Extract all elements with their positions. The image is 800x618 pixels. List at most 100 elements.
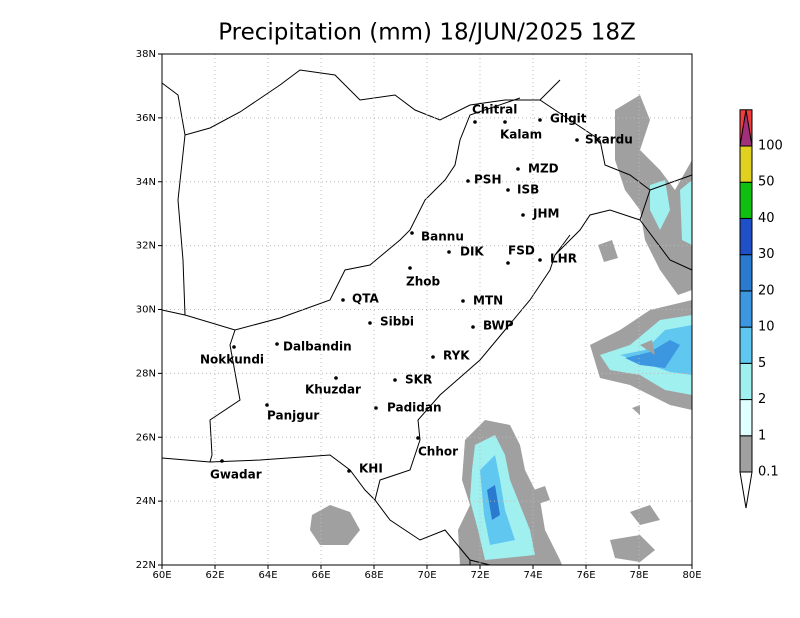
city-label: ISB xyxy=(517,183,539,197)
city-dot xyxy=(466,179,470,183)
colorbar-segment xyxy=(739,145,753,183)
city-dot xyxy=(521,213,525,217)
x-tick-label: 62E xyxy=(205,570,224,581)
x-tick-label: 64E xyxy=(258,570,277,581)
city-dot xyxy=(368,321,372,325)
city-label: LHR xyxy=(550,252,577,266)
x-tick-label: 72E xyxy=(470,570,489,581)
city-dot xyxy=(410,231,414,235)
city-label: Bannu xyxy=(421,230,464,244)
x-tick-label: 76E xyxy=(576,570,595,581)
city-label: Gwadar xyxy=(210,468,262,482)
city-label: Skardu xyxy=(585,133,633,147)
city-dot xyxy=(506,261,510,265)
colorbar-label: 50 xyxy=(758,175,775,190)
city-dot xyxy=(416,436,420,440)
city-label: SKR xyxy=(405,373,432,387)
colorbar-label: 5 xyxy=(758,356,766,371)
city-label: Nokkundi xyxy=(200,353,264,367)
city-dot xyxy=(461,299,465,303)
city-label: Gilgit xyxy=(550,112,587,126)
colorbar-label: 1 xyxy=(758,428,766,443)
city-dot xyxy=(334,376,338,380)
colorbar-segment xyxy=(739,254,753,292)
city-dot xyxy=(447,250,451,254)
city-dot xyxy=(347,469,351,473)
colorbar-label: 30 xyxy=(758,247,775,262)
city-dot xyxy=(232,345,236,349)
colorbar-segment xyxy=(739,290,753,328)
colorbar-label: 10 xyxy=(758,320,775,335)
colorbar-label: 20 xyxy=(758,283,775,298)
city-dot xyxy=(265,403,269,407)
city-label: PSH xyxy=(474,173,501,187)
colorbar-segment xyxy=(739,399,753,437)
x-tick-label: 60E xyxy=(152,570,171,581)
borders xyxy=(161,69,693,566)
city-dot xyxy=(506,188,510,192)
colorbar-arrow xyxy=(739,471,753,509)
colorbar-label: 100 xyxy=(758,139,783,154)
city-label: FSD xyxy=(508,244,535,258)
y-tick-label: 26N xyxy=(136,432,156,443)
city-label: Dalbandin xyxy=(283,340,352,354)
colorbar-label: 0.1 xyxy=(758,465,779,480)
city-dot xyxy=(408,266,412,270)
colorbar-segment xyxy=(739,362,753,401)
y-tick-label: 38N xyxy=(136,49,156,60)
city-label: Khuzdar xyxy=(305,383,361,397)
x-tick-label: 70E xyxy=(417,570,436,581)
city-dot xyxy=(275,342,279,346)
city-label: MTN xyxy=(473,294,503,308)
x-tick-label: 74E xyxy=(523,570,542,581)
y-tick-label: 36N xyxy=(136,113,156,124)
city-dot xyxy=(341,298,345,302)
colorbar-label: 40 xyxy=(758,211,775,226)
city-label: QTA xyxy=(352,292,379,306)
city-dot xyxy=(471,325,475,329)
precipitation xyxy=(310,95,692,565)
map-title: Precipitation (mm) 18/JUN/2025 18Z xyxy=(218,20,636,46)
city-label: Zhob xyxy=(406,275,440,289)
city-label: Sibbi xyxy=(380,315,414,329)
colorbar-segment xyxy=(739,217,753,256)
graticule xyxy=(162,54,692,565)
city-dot xyxy=(503,120,507,124)
city-dot xyxy=(374,406,378,410)
city-label: JHM xyxy=(532,207,559,221)
colorbar-segment xyxy=(739,435,753,473)
city-dot xyxy=(431,355,435,359)
city-dot xyxy=(575,138,579,142)
y-tick-label: 34N xyxy=(136,177,156,188)
y-tick-label: 28N xyxy=(136,368,156,379)
city-dot xyxy=(516,167,520,171)
y-tick-label: 22N xyxy=(136,560,156,571)
y-tick-label: 24N xyxy=(136,496,156,507)
city-label: Panjgur xyxy=(267,409,319,423)
x-tick-label: 66E xyxy=(311,570,330,581)
colorbar-segment xyxy=(739,181,753,219)
city-label: DIK xyxy=(460,245,484,259)
city-dot xyxy=(220,459,224,463)
city-dot xyxy=(538,118,542,122)
city-label: BWP xyxy=(483,319,514,333)
city-label: KHI xyxy=(359,462,383,476)
x-tick-label: 68E xyxy=(364,570,383,581)
x-tick-label: 78E xyxy=(629,570,648,581)
city-label: MZD xyxy=(528,162,559,176)
city-label: RYK xyxy=(443,349,470,363)
colorbar-segment xyxy=(739,326,753,364)
city-label: Chhor xyxy=(418,445,458,459)
city-label: Kalam xyxy=(500,128,542,142)
city-dot xyxy=(393,378,397,382)
x-tick-label: 80E xyxy=(682,570,701,581)
y-tick-label: 30N xyxy=(136,305,156,316)
city-dot xyxy=(473,120,477,124)
city-dot xyxy=(538,258,542,262)
colorbar-label: 2 xyxy=(758,392,766,407)
city-label: Chitral xyxy=(472,103,517,117)
city-label: Padidan xyxy=(387,401,442,415)
y-tick-label: 32N xyxy=(136,241,156,252)
colorbar-arrow xyxy=(739,109,753,147)
